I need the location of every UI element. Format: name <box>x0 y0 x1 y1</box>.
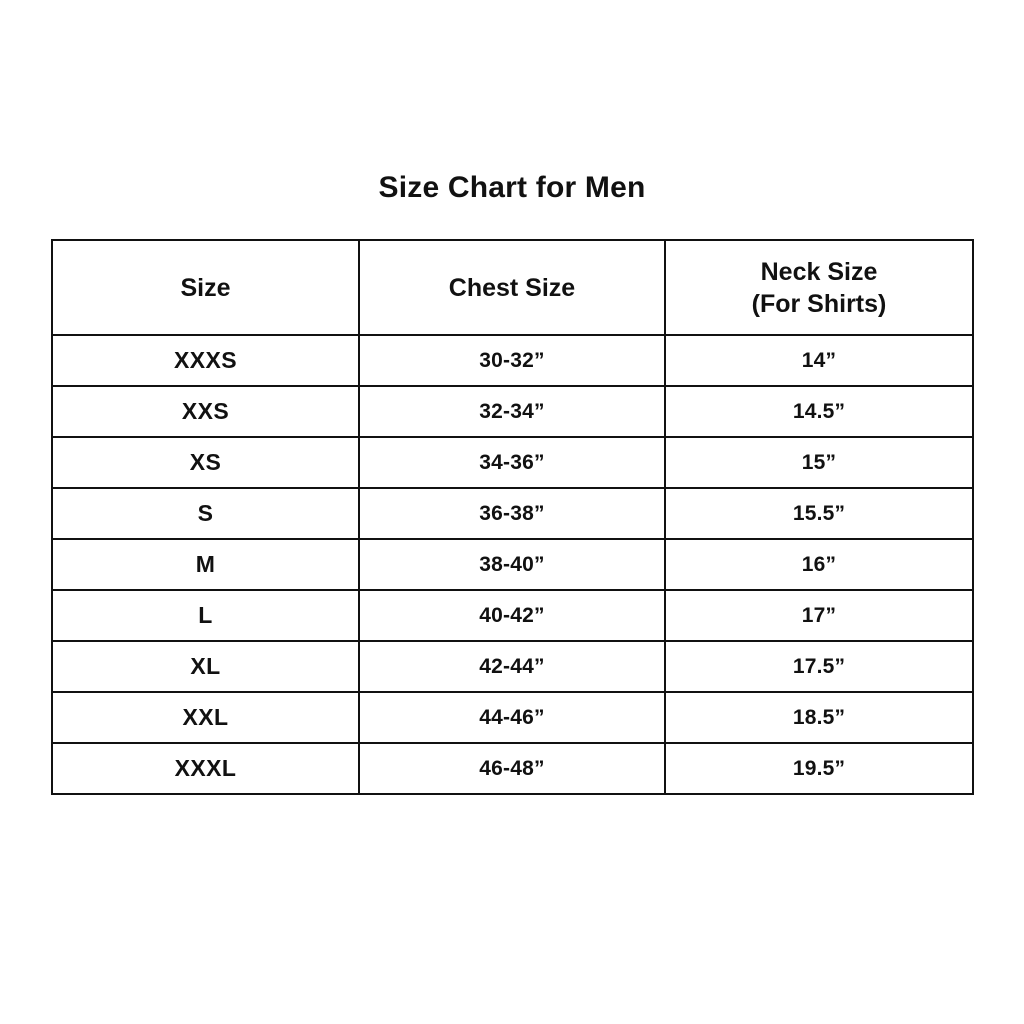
table-row: XXXL 46-48” 19.5” <box>51 742 974 795</box>
cell-neck: 15” <box>664 436 974 489</box>
table-header-row: Size Chest Size Neck Size (For Shirts) <box>51 239 974 336</box>
table-row: XXS 32-34” 14.5” <box>51 385 974 438</box>
size-chart-table: Size Chest Size Neck Size (For Shirts) X… <box>51 239 974 795</box>
cell-neck: 16” <box>664 538 974 591</box>
column-header-neck-sublabel: (For Shirts) <box>751 289 887 318</box>
cell-chest: 36-38” <box>358 487 666 540</box>
table-row: XL 42-44” 17.5” <box>51 640 974 693</box>
table-row: XS 34-36” 15” <box>51 436 974 489</box>
cell-size: XL <box>51 640 360 693</box>
column-header-neck-label: Neck Size <box>760 257 878 286</box>
cell-size: M <box>51 538 360 591</box>
table-row: XXXS 30-32” 14” <box>51 334 974 387</box>
cell-size: L <box>51 589 360 642</box>
cell-size: XS <box>51 436 360 489</box>
size-chart-table-container: Size Chest Size Neck Size (For Shirts) X… <box>51 239 974 795</box>
cell-chest: 32-34” <box>358 385 666 438</box>
cell-neck: 19.5” <box>664 742 974 795</box>
cell-chest: 34-36” <box>358 436 666 489</box>
cell-chest: 46-48” <box>358 742 666 795</box>
table-row: XXL 44-46” 18.5” <box>51 691 974 744</box>
cell-neck: 18.5” <box>664 691 974 744</box>
table-body: XXXS 30-32” 14” XXS 32-34” 14.5” XS 34-36” 15” S 3… <box>51 334 974 795</box>
column-header-size: Size <box>51 239 360 336</box>
cell-neck: 14” <box>664 334 974 387</box>
table-row: M 38-40” 16” <box>51 538 974 591</box>
table-row: L 40-42” 17” <box>51 589 974 642</box>
cell-size: XXL <box>51 691 360 744</box>
cell-neck: 17.5” <box>664 640 974 693</box>
cell-chest: 40-42” <box>358 589 666 642</box>
cell-neck: 15.5” <box>664 487 974 540</box>
cell-size: XXXS <box>51 334 360 387</box>
page-title: Size Chart for Men <box>378 171 646 204</box>
cell-neck: 17” <box>664 589 974 642</box>
cell-size: XXS <box>51 385 360 438</box>
cell-size: S <box>51 487 360 540</box>
column-header-size-label: Size <box>180 273 231 302</box>
cell-chest: 38-40” <box>358 538 666 591</box>
column-header-neck: Neck Size (For Shirts) <box>664 239 974 336</box>
cell-chest: 30-32” <box>358 334 666 387</box>
table-row: S 36-38” 15.5” <box>51 487 974 540</box>
table-header: Size Chest Size Neck Size (For Shirts) <box>51 239 974 336</box>
cell-size: XXXL <box>51 742 360 795</box>
cell-chest: 42-44” <box>358 640 666 693</box>
cell-chest: 44-46” <box>358 691 666 744</box>
cell-neck: 14.5” <box>664 385 974 438</box>
column-header-chest-label: Chest Size <box>448 273 576 302</box>
column-header-chest: Chest Size <box>358 239 666 336</box>
